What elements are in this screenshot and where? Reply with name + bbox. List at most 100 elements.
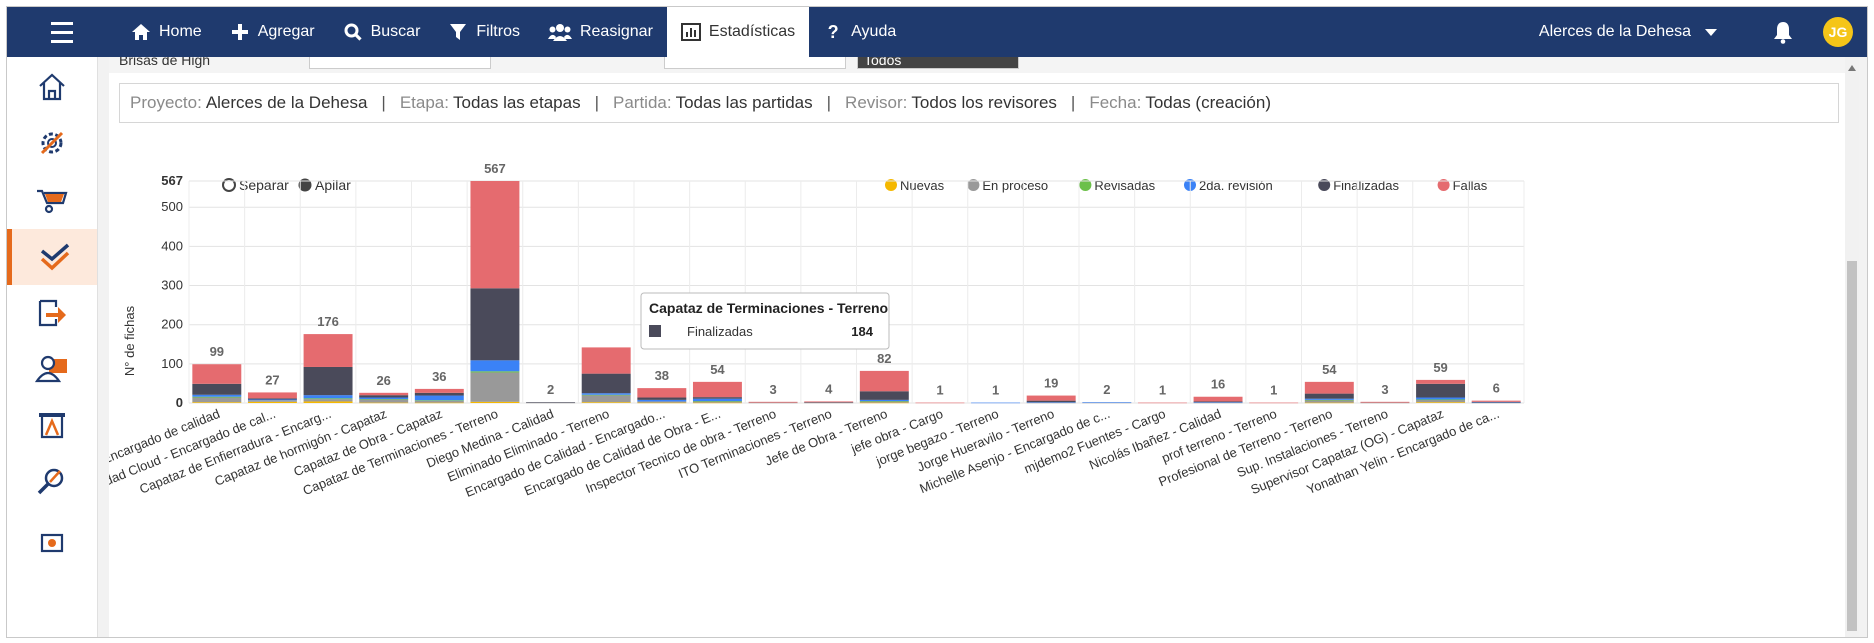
bell-icon[interactable] [1771,20,1795,44]
nav-reasignar[interactable]: Reasignar [534,7,667,57]
bar-stack[interactable]: 59 [1416,360,1466,403]
sidebar-item-settings[interactable] [7,115,97,171]
bar-segment[interactable] [859,402,909,404]
bar-segment[interactable] [692,402,742,404]
bar-stack[interactable]: 54 [1304,362,1354,404]
bar-segment[interactable] [414,400,464,403]
bar-segment[interactable] [1416,397,1466,400]
filter-project-value[interactable]: Brisas de High [119,57,211,68]
bar-segment[interactable] [1193,402,1243,404]
radio-separar-icon[interactable] [222,178,236,192]
bar-segment[interactable] [637,402,687,404]
bar-segment[interactable] [192,396,242,398]
bar-segment[interactable] [915,402,965,404]
sidebar-item-search[interactable] [7,453,97,509]
bar-segment[interactable] [1416,383,1466,398]
bar-stack[interactable]: 1 [1249,383,1299,404]
sidebar-item-money[interactable] [7,509,97,565]
bar-segment[interactable] [359,402,409,404]
legend-item[interactable]: Finalizadas [1318,178,1399,193]
legend-item[interactable]: Revisadas [1079,178,1156,193]
bar-segment[interactable] [470,371,520,373]
bar-segment[interactable] [859,391,909,400]
legend-item[interactable]: Nuevas [885,178,945,193]
bar-segment[interactable] [1471,402,1521,404]
bar-segment[interactable] [192,402,242,403]
bar-segment[interactable] [859,399,909,402]
nav-buscar[interactable]: Buscar [329,7,435,57]
bar-stack[interactable]: 2 [1082,382,1132,404]
bar-segment[interactable] [192,383,242,395]
bar-segment[interactable] [637,397,687,400]
bar-segment[interactable] [303,366,353,396]
nav-filtros[interactable]: Filtros [434,7,534,57]
bar-segment[interactable] [581,373,631,394]
bar-segment[interactable] [1026,400,1076,403]
bar-stack[interactable]: 176 [303,314,353,403]
nav-ayuda[interactable]: ? Ayuda [809,7,910,57]
bar-segment[interactable] [1193,401,1243,403]
bar-segment[interactable] [359,399,409,403]
bar-segment[interactable] [359,397,409,400]
bar-segment[interactable] [303,398,353,400]
bar-segment[interactable] [1026,395,1076,401]
bar-segment[interactable] [1304,400,1354,403]
bar-segment[interactable] [414,402,464,404]
scroll-up-icon[interactable] [1848,65,1856,71]
bar-segment[interactable] [859,401,909,403]
bar-segment[interactable] [303,334,353,367]
bar-stack[interactable]: 2 [526,382,576,404]
bar-stack[interactable]: 54 [692,362,742,404]
bar-segment[interactable] [247,398,297,400]
bar-segment[interactable] [1304,393,1354,399]
project-selector[interactable]: Alerces de la Dehesa [1539,7,1717,57]
bar-segment[interactable] [581,395,631,403]
bar-segment[interactable] [1304,381,1354,394]
sidebar-item-wheelbarrow[interactable] [7,171,97,227]
bar-segment[interactable] [1193,402,1243,403]
bar-segment[interactable] [804,402,854,404]
bar-segment[interactable] [470,181,520,289]
bar-segment[interactable] [414,400,464,401]
bar-segment[interactable] [692,397,742,399]
bar-stack[interactable]: 16 [1193,377,1243,404]
bar-segment[interactable] [859,401,909,402]
bar-stack[interactable]: 27 [247,372,297,403]
bar-stack[interactable]: 567 [470,161,520,403]
bar-segment[interactable] [804,402,854,403]
bar-segment[interactable] [1304,402,1354,404]
nav-agregar[interactable]: Agregar [216,7,329,57]
sidebar-item-users[interactable] [7,341,97,397]
mode-separar-option[interactable]: Separar [222,177,289,193]
menu-toggle-button[interactable] [7,7,117,57]
bar-segment[interactable] [1304,398,1354,400]
bar-segment[interactable] [1416,399,1466,403]
bar-segment[interactable] [359,392,409,396]
bar-segment[interactable] [1082,402,1132,403]
bar-segment[interactable] [470,401,520,403]
bar-segment[interactable] [414,388,464,393]
bar-segment[interactable] [247,392,297,399]
bar-stack[interactable]: 36 [414,369,464,404]
bar-segment[interactable] [303,399,353,402]
filter-select-dark[interactable]: Todos [857,57,1019,69]
legend-item[interactable]: En proceso [967,178,1048,193]
filter-select-3[interactable] [664,57,846,69]
bar-segment[interactable] [637,401,687,403]
bar-segment[interactable] [470,288,520,361]
bar-segment[interactable] [748,402,798,404]
bar-segment[interactable] [859,370,909,392]
bar-segment[interactable] [1471,401,1521,403]
bar-segment[interactable] [581,402,631,403]
bar-segment[interactable] [1471,402,1521,403]
bar-segment[interactable] [526,402,576,404]
bar-segment[interactable] [470,360,520,372]
bar-stack[interactable]: 4 [804,381,854,404]
bar-segment[interactable] [637,388,687,398]
bar-segment[interactable] [692,381,742,398]
bar-stack[interactable]: 3 [1360,382,1410,404]
bar-stack[interactable]: 82 [859,351,909,404]
bar-stack[interactable]: 19 [1026,376,1076,404]
bar-segment[interactable] [192,397,242,403]
bar-segment[interactable] [1193,396,1243,402]
